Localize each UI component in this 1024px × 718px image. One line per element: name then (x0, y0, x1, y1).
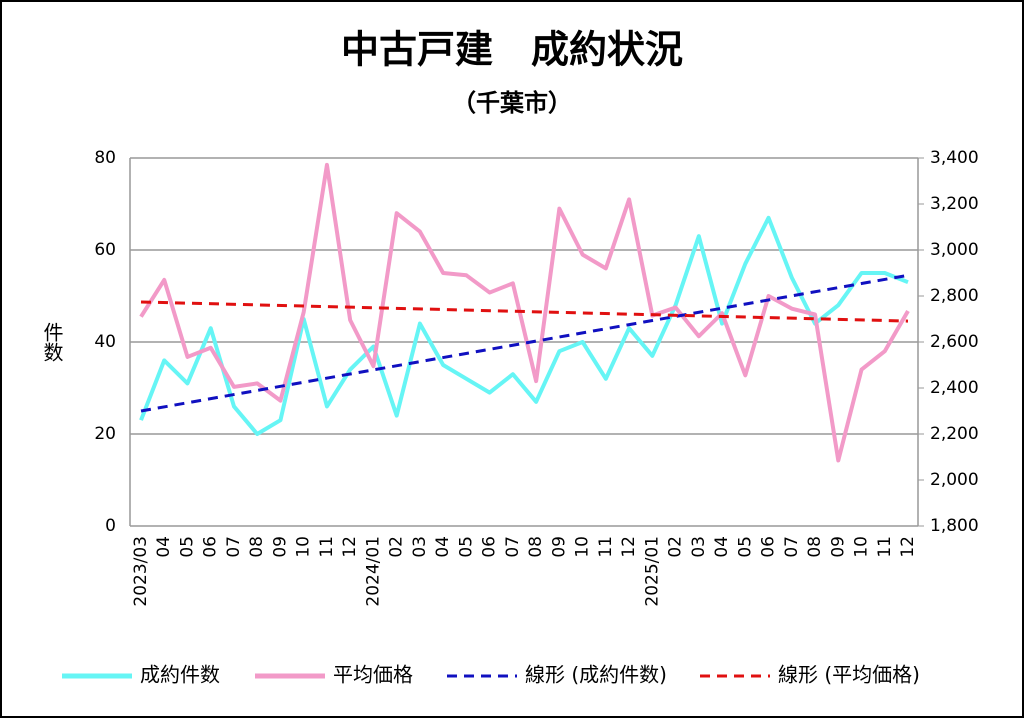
legend-label: 成約件数 (140, 663, 220, 687)
x-tick-label: 02 (666, 536, 686, 558)
x-tick-label: 04 (154, 536, 174, 558)
x-tick-label: 12 (340, 536, 360, 558)
chart-title: 中古戸建 成約状況 (341, 28, 683, 72)
x-tick-label: 05 (177, 536, 197, 558)
x-tick-label: 05 (456, 536, 476, 558)
x-tick-label: 2025/01 (642, 536, 662, 607)
x-tick-label: 2023/03 (131, 536, 151, 607)
x-tick-label: 07 (224, 536, 244, 558)
x-tick-label: 06 (201, 536, 221, 558)
x-tick-label: 03 (410, 536, 430, 558)
y2-tick-label: 2,800 (930, 286, 979, 306)
x-tick-label: 09 (828, 536, 848, 558)
x-tick-label: 10 (573, 536, 593, 558)
legend-label: 平均価格 (333, 663, 413, 687)
x-tick-label: 12 (898, 536, 918, 558)
legend-label: 線形 (成約件数) (525, 663, 667, 687)
series-line (139, 215, 909, 436)
y-tick-label: 80 (94, 148, 116, 168)
x-tick-label: 06 (480, 536, 500, 558)
x-tick-label: 08 (247, 536, 267, 558)
y2-tick-label: 2,200 (930, 424, 979, 444)
x-tick-label: 10 (294, 536, 314, 558)
y2-tick-label: 1,800 (930, 516, 979, 536)
y2-tick-label: 3,000 (930, 240, 979, 260)
y-tick-label: 60 (94, 240, 116, 260)
x-tick-label: 11 (596, 536, 616, 558)
x-tick-label: 09 (549, 536, 569, 558)
y2-tick-label: 3,400 (930, 148, 979, 168)
y2-tick-label: 3,200 (930, 194, 979, 214)
x-tick-label: 12 (619, 536, 639, 558)
chart-subtitle: （千葉市） (452, 89, 572, 117)
y2-tick-label: 2,000 (930, 470, 979, 490)
x-tick-label: 02 (387, 536, 407, 558)
x-tick-label: 08 (526, 536, 546, 558)
x-tick-label: 2024/01 (363, 536, 383, 607)
series-line (140, 273, 909, 413)
x-tick-label: 04 (712, 536, 732, 558)
x-tick-label: 11 (317, 536, 337, 558)
x-tick-label: 09 (270, 536, 290, 558)
x-tick-label: 05 (735, 536, 755, 558)
x-tick-label: 10 (852, 536, 872, 558)
y-tick-label: 40 (94, 332, 116, 352)
x-tick-label: 06 (759, 536, 779, 558)
x-tick-label: 08 (805, 536, 825, 558)
y-tick-label: 20 (94, 424, 116, 444)
series-line (139, 162, 910, 463)
x-tick-label: 11 (875, 536, 895, 558)
x-tick-label: 03 (689, 536, 709, 558)
legend-label: 線形 (平均価格) (778, 663, 920, 687)
series-line (140, 300, 909, 323)
x-tick-label: 07 (782, 536, 802, 558)
x-tick-label: 04 (433, 536, 453, 558)
x-tick-label: 07 (503, 536, 523, 558)
y-axis-label: 件数 (40, 322, 64, 362)
y2-tick-label: 2,600 (930, 332, 979, 352)
y2-tick-label: 2,400 (930, 378, 979, 398)
y-tick-label: 0 (105, 516, 116, 536)
